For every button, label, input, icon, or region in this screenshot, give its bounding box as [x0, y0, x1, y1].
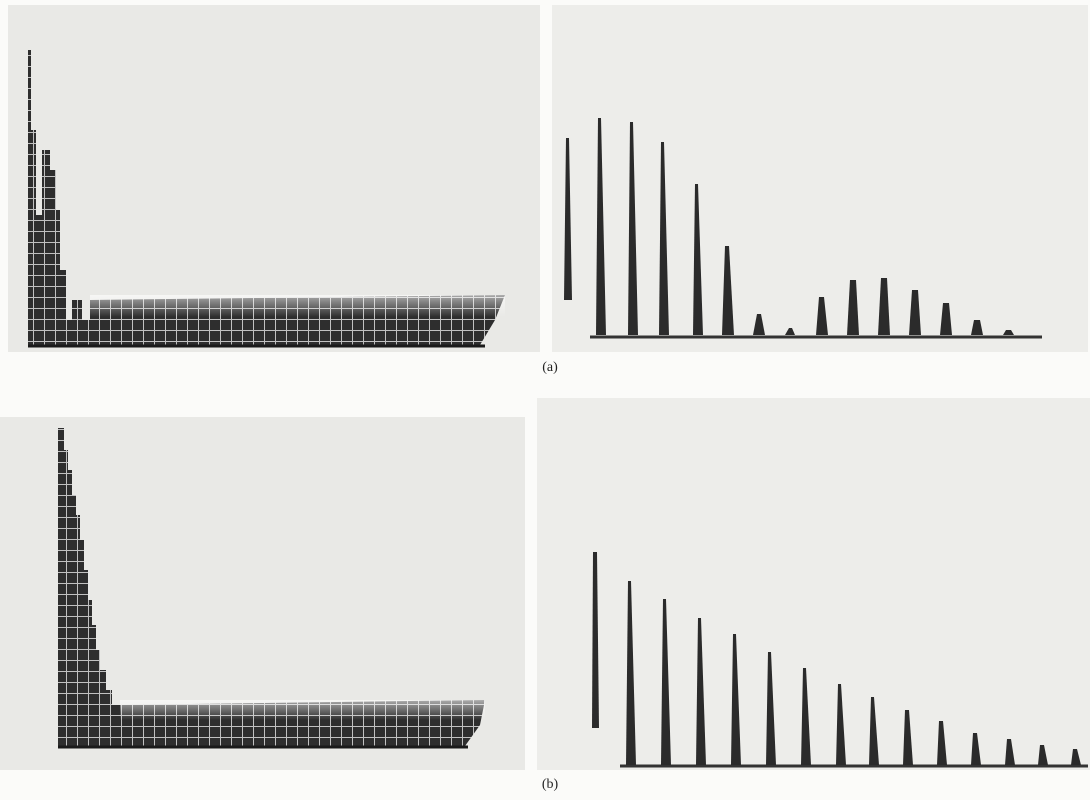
- spike: [1005, 739, 1015, 765]
- spike: [1003, 330, 1014, 335]
- panel-label: (a): [542, 360, 558, 375]
- spike: [722, 246, 734, 335]
- spike: [626, 581, 636, 765]
- spike: [696, 618, 706, 765]
- spike: [836, 684, 846, 765]
- spike: [592, 552, 599, 728]
- spike: [903, 710, 913, 765]
- spike: [659, 142, 669, 335]
- spike: [596, 118, 606, 335]
- spike-group: [592, 552, 1081, 765]
- spike: [766, 652, 776, 765]
- spike: [693, 184, 703, 335]
- spike: [564, 138, 572, 300]
- spike: [1038, 745, 1048, 765]
- spike: [731, 634, 741, 765]
- spike: [661, 599, 671, 765]
- spike: [909, 290, 921, 335]
- spike: [785, 328, 795, 335]
- trace-glow: [90, 295, 505, 317]
- photo-panel: [8, 5, 540, 352]
- spike: [937, 721, 947, 765]
- spike: [753, 314, 765, 335]
- spike: [878, 278, 890, 335]
- spike: [971, 320, 983, 335]
- trace-glow: [120, 700, 485, 720]
- spike-group: [564, 118, 1014, 335]
- spike: [628, 122, 638, 335]
- spike: [971, 733, 981, 765]
- photo-panel: [552, 5, 1088, 352]
- spike: [940, 303, 952, 335]
- panel-label: (b): [542, 777, 559, 792]
- spike: [816, 297, 828, 335]
- spike: [1071, 749, 1081, 765]
- spike: [801, 668, 811, 765]
- photo-panel: [537, 398, 1090, 770]
- spike: [869, 697, 879, 765]
- spike: [847, 280, 859, 335]
